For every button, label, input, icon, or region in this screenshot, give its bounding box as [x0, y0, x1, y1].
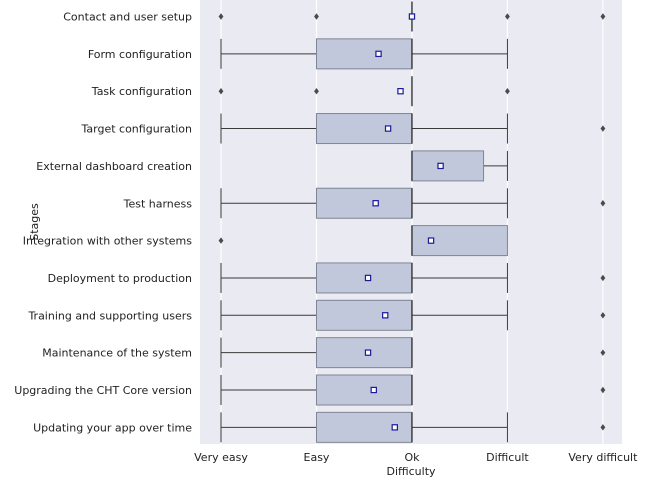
outlier-point — [600, 386, 606, 394]
iqr-box — [411, 225, 508, 257]
box-row — [218, 225, 508, 257]
box-row — [411, 150, 508, 182]
grid-lines — [220, 0, 604, 444]
x-tick-label: Very easy — [194, 451, 248, 464]
y-tick-label: Updating your app over time — [33, 421, 192, 434]
y-tick-label: Maintenance of the system — [42, 347, 192, 360]
x-tick-label: Very difficult — [568, 451, 638, 464]
outlier-point — [600, 312, 606, 319]
x-tick-labels: Very easy Easy Ok Difficult Very difficult — [194, 451, 638, 464]
outlier-point — [600, 424, 606, 431]
mean-marker — [397, 87, 404, 95]
y-tick-label: Form configuration — [88, 48, 192, 61]
mean-marker — [427, 237, 435, 244]
outlier-point — [600, 349, 606, 356]
outlier-point — [218, 13, 224, 20]
y-tick-label: External dashboard creation — [36, 160, 192, 173]
y-tick-label: Target configuration — [81, 123, 193, 136]
y-axis-label: Stages — [28, 203, 41, 241]
mean-marker — [364, 349, 372, 356]
box-row — [220, 299, 606, 331]
x-tick-label: Ok — [404, 451, 420, 464]
mean-marker — [408, 13, 416, 20]
y-tick-label: Deployment to production — [48, 272, 192, 285]
mean-marker — [370, 386, 377, 394]
box-row — [218, 76, 510, 107]
mean-marker — [437, 162, 444, 170]
plot-area-background — [200, 0, 622, 444]
iqr-box — [315, 113, 413, 145]
y-tick-labels: Contact and user setup Form configuration… — [14, 11, 192, 435]
mean-marker — [391, 424, 398, 431]
y-tick-label: Integration with other systems — [23, 235, 193, 248]
outlier-point — [600, 274, 606, 282]
x-tick-label: Easy — [304, 451, 330, 464]
mean-marker — [372, 200, 379, 207]
mean-marker — [384, 125, 392, 132]
box-row — [220, 187, 606, 219]
box-row — [220, 113, 606, 145]
iqr-box — [315, 187, 413, 219]
outlier-point — [314, 13, 319, 20]
mean-marker — [375, 50, 382, 58]
iqr-box — [315, 411, 413, 443]
iqr-box — [315, 38, 413, 70]
iqr-box — [411, 150, 485, 182]
box-row — [220, 38, 508, 70]
boxes-layer — [218, 1, 606, 443]
outlier-point — [600, 200, 606, 207]
outlier-point — [505, 88, 510, 95]
box-row — [220, 337, 606, 369]
x-tick-label: Difficult — [486, 451, 529, 464]
iqr-box — [315, 262, 413, 294]
y-tick-label: Upgrading the CHT Core version — [14, 384, 192, 397]
box-row — [220, 262, 606, 294]
box-row — [218, 1, 606, 32]
y-tick-label: Training and supporting users — [27, 309, 192, 322]
box-row — [220, 374, 606, 406]
y-tick-label: Task configuration — [91, 85, 192, 98]
mean-marker — [364, 274, 372, 282]
mean-marker — [382, 312, 389, 319]
outlier-point — [505, 13, 510, 20]
iqr-box — [315, 299, 413, 331]
y-tick-label: Test harness — [123, 197, 193, 210]
outlier-point — [314, 88, 319, 95]
iqr-box — [315, 374, 413, 406]
x-axis-label: Difficulty — [386, 465, 436, 478]
outlier-point — [600, 13, 606, 20]
box-row — [220, 411, 606, 443]
outlier-point — [218, 237, 224, 244]
iqr-box — [315, 337, 413, 369]
y-tick-label: Contact and user setup — [63, 11, 192, 24]
outlier-point — [600, 125, 606, 132]
outlier-point — [218, 88, 224, 95]
